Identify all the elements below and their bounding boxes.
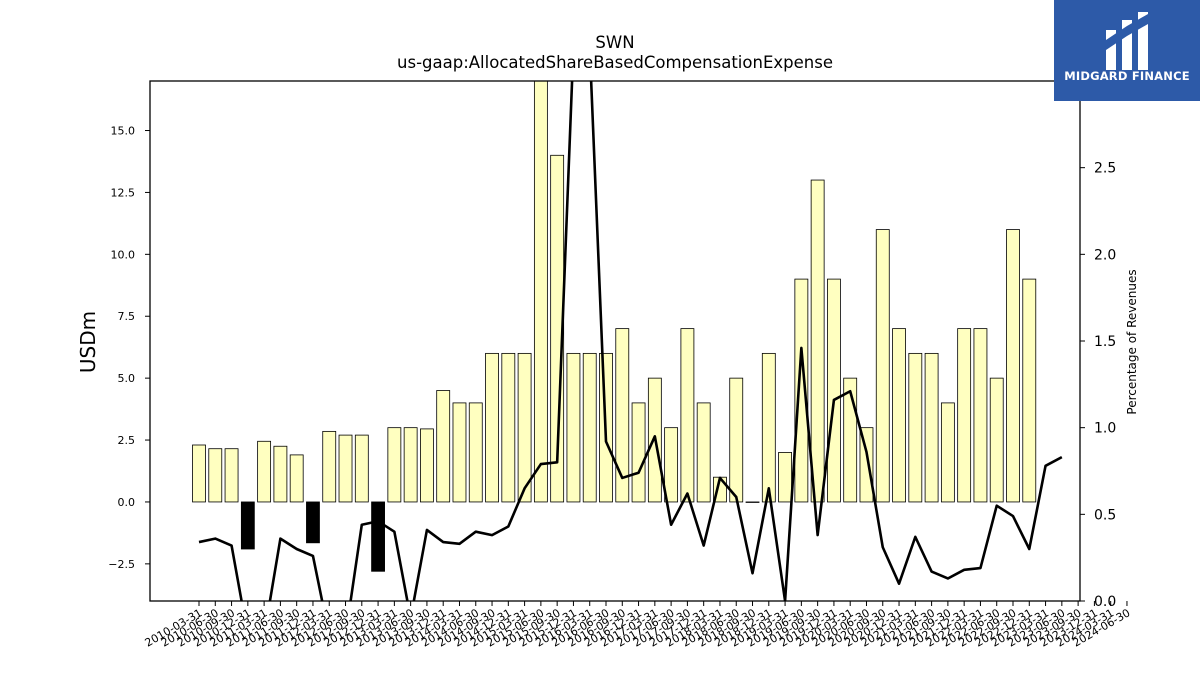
right-axis: 0.00.51.01.52.02.53.0: [1080, 74, 1116, 610]
bar: [387, 427, 402, 503]
y2-axis-label: Percentage of Revenues: [1125, 269, 1139, 414]
bar: [306, 501, 320, 544]
bar: [729, 377, 744, 503]
bar: [859, 427, 874, 503]
bar: [1022, 278, 1037, 503]
bar: [680, 328, 695, 503]
bar: [696, 402, 711, 503]
bar: [452, 402, 467, 503]
bar: [1006, 229, 1020, 503]
bar: [403, 427, 418, 503]
brand-name: MIDGARD FINANCE: [1064, 69, 1190, 83]
bar: [533, 80, 548, 503]
y2-tick-label: 0.5: [1094, 507, 1116, 523]
bar: [940, 402, 955, 503]
bar: [468, 402, 483, 503]
bar: [566, 352, 581, 503]
chart-title: SWN: [595, 33, 634, 52]
brand-logo: MIDGARD FINANCE: [1054, 0, 1200, 101]
y-tick-label: 12.5: [111, 186, 136, 199]
bar: [192, 444, 206, 503]
y-tick-label: −2.5: [108, 558, 135, 571]
bar: [273, 445, 288, 503]
y-tick-label: 5.0: [118, 372, 136, 385]
bar: [501, 352, 516, 503]
bar: [957, 328, 972, 503]
bar: [631, 402, 646, 503]
bar: [843, 377, 858, 503]
bar: [517, 352, 532, 503]
bar: [208, 448, 223, 503]
y-tick-label: 15.0: [111, 125, 136, 138]
y2-tick-label: 2.0: [1094, 247, 1116, 263]
bar: [745, 501, 760, 503]
bar: [354, 434, 369, 503]
bar: [436, 390, 451, 503]
plot-frame: [149, 80, 1081, 602]
bar: [778, 452, 792, 503]
bar: [224, 448, 239, 503]
bar-layer: [192, 80, 1037, 572]
bar: [257, 440, 272, 503]
bar: [761, 352, 776, 503]
logo-mark-icon: [1106, 12, 1148, 70]
bar: [875, 229, 890, 503]
chart-subtitle: us-gaap:AllocatedShareBasedCompensationE…: [397, 53, 833, 72]
bar: [322, 430, 337, 503]
y2-tick-label: 1.0: [1094, 421, 1116, 437]
bar: [989, 377, 1004, 503]
bar: [289, 454, 304, 503]
bottom-axis: 2010-03-312010-06-302010-09-302010-12-31…: [143, 601, 1132, 650]
y-tick-label: 2.5: [118, 434, 136, 447]
bar: [794, 278, 809, 503]
bar: [892, 328, 906, 503]
bar: [338, 434, 353, 503]
y2-tick-label: 0.0: [1094, 594, 1116, 610]
bar: [908, 352, 923, 503]
bar: [827, 278, 841, 503]
bar: [924, 352, 939, 503]
y-tick-label: 7.5: [118, 310, 136, 323]
y-axis-label: USDm: [76, 311, 100, 373]
line-layer: [198, 81, 1063, 601]
percentage-line: [198, 81, 1063, 601]
y-tick-label: 10.0: [111, 248, 136, 261]
y2-tick-label: 1.5: [1094, 334, 1116, 350]
bar: [582, 352, 597, 503]
bar: [973, 328, 988, 503]
bar: [371, 501, 385, 572]
y2-tick-label: 2.5: [1094, 161, 1116, 177]
y-tick-label: 0.0: [118, 496, 136, 509]
bar: [615, 328, 630, 503]
bar: [810, 179, 825, 503]
bar: [664, 427, 679, 503]
bar: [420, 428, 434, 503]
bar: [240, 501, 255, 550]
bar: [485, 352, 499, 503]
left-axis: −2.5 0.0 2.5 5.0 7.5 10.0 12.5 15.0: [108, 125, 150, 571]
